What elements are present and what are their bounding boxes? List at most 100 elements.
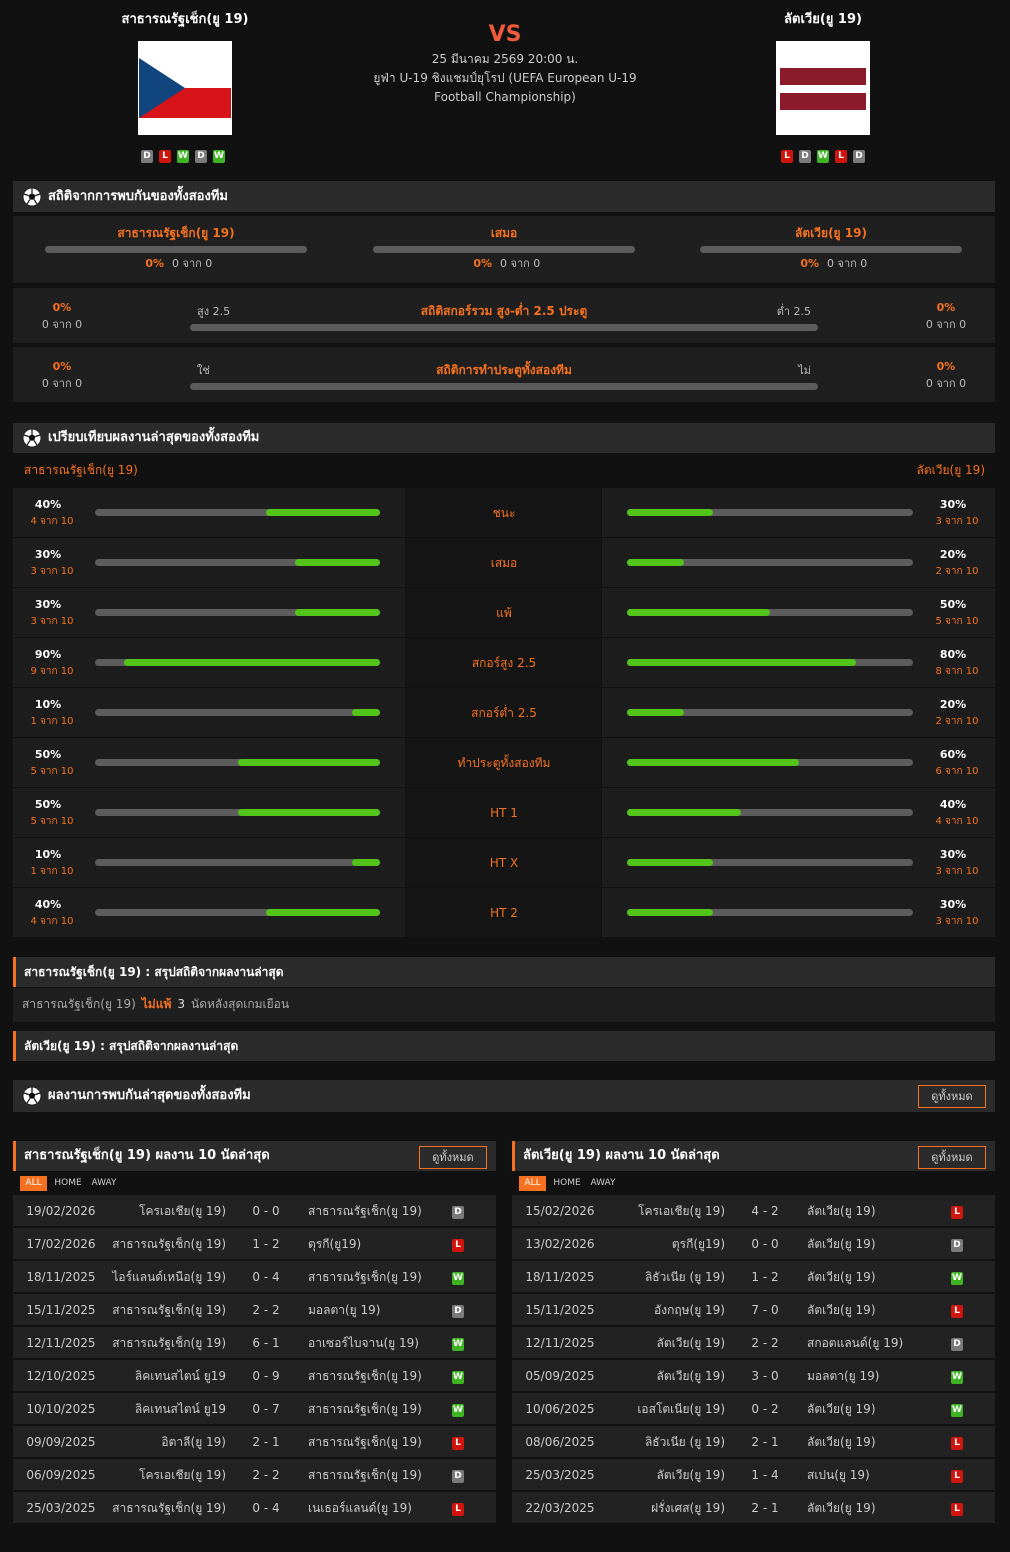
filter-tab[interactable]: HOME: [54, 1178, 82, 1188]
h2h-pct: 0%: [473, 257, 492, 270]
view-all-button[interactable]: ดูทั้งหมด: [918, 1085, 986, 1108]
away-bar: [627, 659, 856, 666]
match-score: 4 - 2: [751, 1204, 779, 1218]
away-count: 3 จาก 10: [935, 866, 979, 877]
left-count: 0 จาก 0: [41, 318, 83, 331]
home-bar: [351, 709, 380, 716]
form-center-cell: [406, 588, 601, 637]
match-home: ฝรั่งเศส(ยู 19): [651, 1501, 725, 1515]
match-home: อิตาลี(ยู 19): [161, 1435, 226, 1449]
away-count: 5 จาก 10: [935, 616, 979, 627]
soccer-icon: [22, 1086, 42, 1106]
home-team-name: สาธารณรัฐเช็ก(ยู 19): [121, 12, 249, 27]
match-score: 0 - 7: [252, 1402, 280, 1416]
filter-tab[interactable]: AWAY: [91, 1178, 117, 1188]
away-bar-track: [627, 809, 913, 816]
section-title: เปรียบเทียบผลงานล่าสุดของทั้งสองทีม: [48, 430, 260, 445]
flag-czech: [139, 58, 231, 118]
match-score: 3 - 0: [751, 1369, 779, 1383]
match-home: โครเอเชีย(ยู 19): [139, 1204, 226, 1218]
h2h-label: เสมอ: [490, 226, 518, 240]
view-all-button[interactable]: ดูทั้งหมด: [419, 1146, 487, 1169]
goals-panel: [13, 288, 995, 343]
away-pct: 20%: [939, 698, 967, 711]
form-label: ทำประตูทั้งสองทีม: [457, 756, 551, 770]
home-bar: [294, 609, 380, 616]
match-date: 12/11/2025: [26, 1336, 96, 1350]
away-pct: 30%: [939, 498, 967, 511]
summary-header: [13, 957, 995, 987]
form-label: HT X: [489, 856, 519, 870]
soccer-ball: [22, 428, 42, 448]
match-away: ลัตเวีย(ยู 19): [807, 1204, 876, 1218]
match-score: 0 - 2: [751, 1402, 779, 1416]
home-bar-track: [95, 509, 380, 516]
filter-tab[interactable]: ALL: [20, 1176, 47, 1191]
result-badge: D: [799, 149, 811, 163]
summary-title: ลัตเวีย(ยู 19) : สรุปสถิติจากผลงานล่าสุด: [24, 1039, 239, 1053]
home-bar: [237, 809, 380, 816]
left-label: สูง 2.5: [197, 305, 231, 318]
match-score: 2 - 1: [751, 1501, 779, 1515]
match-home: ไอร์แลนด์เหนือ(ยู 19): [112, 1270, 226, 1284]
away-bar-track: [627, 609, 913, 616]
match-home: ลิธัวเนีย (ยู 19): [644, 1270, 725, 1284]
home-bar: [237, 759, 380, 766]
home-bar: [266, 509, 380, 516]
home-count: 9 จาก 10: [30, 666, 74, 677]
form-center-cell: [406, 738, 601, 787]
match-date: 09/09/2025: [26, 1435, 96, 1449]
match-away: สาธารณรัฐเช็ก(ยู 19): [308, 1435, 422, 1449]
away-count: 3 จาก 10: [935, 516, 979, 527]
vs-label: VS: [488, 22, 522, 47]
match-away: ลัตเวีย(ยู 19): [807, 1402, 876, 1416]
filter-tab[interactable]: AWAY: [590, 1178, 616, 1188]
away-bar-track: [627, 909, 913, 916]
result-badge: D: [195, 149, 207, 163]
summary-team: สาธารณรัฐเช็ก(ยู 19): [22, 997, 136, 1011]
filter-tab[interactable]: ALL: [519, 1176, 546, 1191]
left-pct: 0%: [52, 301, 72, 314]
result-badge: L: [159, 149, 171, 163]
match-away: ลัตเวีย(ยู 19): [807, 1303, 876, 1317]
filter-tab[interactable]: HOME: [553, 1178, 581, 1188]
result-badge: L: [452, 1238, 464, 1252]
match-score: 0 - 4: [252, 1501, 280, 1515]
view-all-button[interactable]: ดูทั้งหมด: [918, 1146, 986, 1169]
match-date: 15/11/2025: [525, 1303, 595, 1317]
match-away: ลัตเวีย(ยู 19): [807, 1501, 876, 1515]
match-date: 22/03/2025: [525, 1501, 595, 1515]
soccer-ball: [22, 187, 42, 206]
result-badge: D: [141, 149, 153, 163]
home-count: 4 จาก 10: [30, 916, 74, 927]
summary-text: นัดหลังสุดเกมเยือน: [191, 997, 290, 1011]
summary-body: [13, 988, 995, 1022]
soccer-icon: [22, 187, 42, 207]
result-badge: D: [853, 149, 865, 163]
h2h-bar-track: [373, 246, 635, 253]
goals-title: สถิติสกอร์รวม สูง-ต่ำ 2.5 ประตู: [420, 304, 588, 318]
match-away: ลัตเวีย(ยู 19): [807, 1435, 876, 1449]
match-date: 15/11/2025: [26, 1303, 96, 1317]
result-badge: W: [951, 1271, 963, 1285]
match-score: 2 - 2: [252, 1303, 280, 1317]
home-pct: 40%: [34, 898, 62, 911]
form-label: แพ้: [496, 606, 512, 620]
home-bar: [266, 909, 380, 916]
result-badge: W: [452, 1403, 464, 1417]
match-home: อังกฤษ(ยู 19): [654, 1303, 725, 1317]
match-row: [512, 1261, 995, 1292]
match-row: [512, 1195, 995, 1226]
away-pct: 60%: [939, 748, 967, 761]
match-away: มอลตา(ยู 19): [807, 1369, 880, 1383]
left-label: ใช่: [197, 364, 210, 377]
match-home: ลิธัวเนีย (ยู 19): [644, 1435, 725, 1449]
match-row: [512, 1294, 995, 1325]
goals-track: [190, 383, 818, 390]
away-bar: [627, 859, 713, 866]
match-score: 1 - 2: [252, 1237, 280, 1251]
match-score: 7 - 0: [751, 1303, 779, 1317]
match-row: [13, 1261, 496, 1292]
result-badge: W: [452, 1337, 464, 1351]
home-count: 5 จาก 10: [30, 766, 74, 777]
